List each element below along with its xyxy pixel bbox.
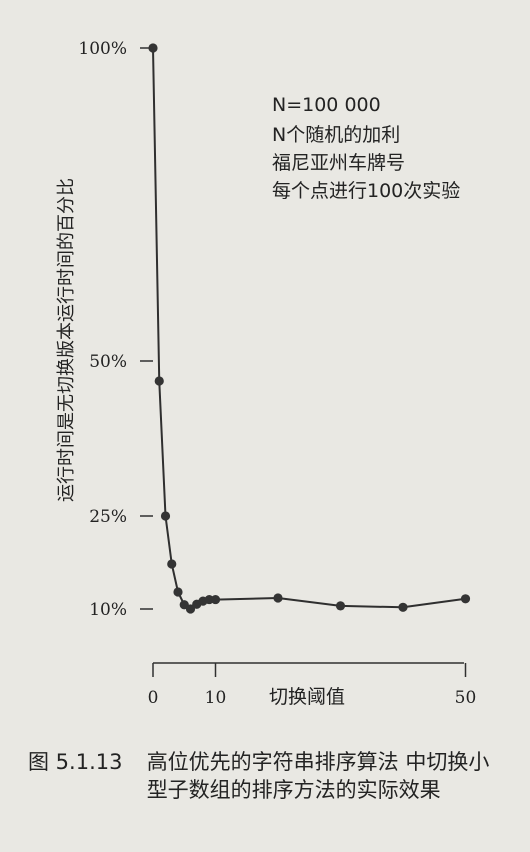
annotation-line-4: 每个点进行100次实验	[272, 180, 460, 202]
series-group	[148, 43, 471, 614]
y-axis-ticks: 100% 50% 25% 10%	[78, 39, 153, 620]
data-point	[273, 593, 283, 603]
annotation-block: N=100 000 N个随机的加利 福尼亚州车牌号 每个点进行100次实验	[272, 94, 460, 202]
data-point	[398, 602, 408, 612]
x-axis-label: 切换阈值	[269, 686, 345, 708]
figure-caption: 图 5.1.13 高位优先的字符串排序算法 中切换小型子数组的排序方法的实际效果	[28, 748, 508, 805]
y-tick-label: 25%	[89, 507, 127, 527]
data-point	[210, 594, 221, 605]
caption-text: 高位优先的字符串排序算法 中切换小型子数组的排序方法的实际效果	[146, 750, 490, 803]
data-point	[167, 559, 177, 569]
x-tick-label: 10	[205, 688, 227, 708]
y-tick-label: 50%	[89, 352, 127, 372]
annotation-line-3: 福尼亚州车牌号	[272, 152, 405, 174]
data-point	[154, 376, 164, 386]
x-tick-label: 50	[455, 688, 477, 708]
data-point	[173, 587, 183, 597]
y-tick-label: 10%	[89, 600, 127, 620]
x-axis: 0 10 50	[148, 662, 477, 708]
y-axis-label: 运行时间是无切换版本运行时间的百分比	[56, 178, 77, 502]
y-tick-label: 100%	[78, 39, 127, 59]
annotation-line-2: N个随机的加利	[272, 124, 400, 146]
x-tick-label: 0	[148, 688, 159, 708]
data-point	[148, 43, 158, 53]
data-point	[460, 594, 471, 604]
caption-number: 图 5.1.13	[28, 750, 123, 774]
annotation-line-1: N=100 000	[272, 94, 381, 116]
chart: 100% 50% 25% 10% 0 10 50 运行时间是无切换版本运行时间的百分比 切…	[56, 39, 477, 708]
data-point	[185, 604, 196, 614]
data-point	[160, 511, 171, 521]
data-point	[335, 601, 346, 611]
